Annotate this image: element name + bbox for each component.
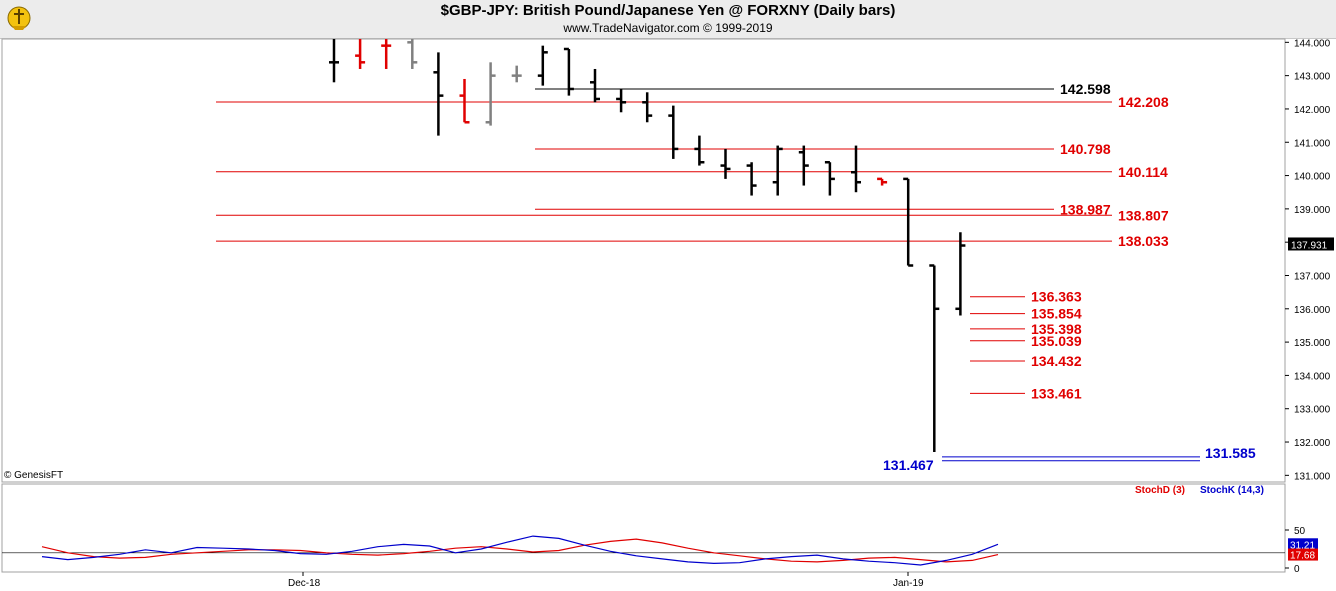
- y-tick-label: 142.000: [1294, 105, 1331, 116]
- ohlc-bar: [851, 145, 861, 193]
- level-label: 135.854: [1031, 306, 1082, 322]
- ohlc-bar: [642, 92, 653, 123]
- date-x-axis: Dec-18 Jan-19: [2, 571, 1285, 589]
- ohlc-bar: [955, 232, 966, 316]
- y-tick-label: 139.000: [1294, 205, 1331, 216]
- ohlc-bar: [329, 39, 339, 83]
- last-price-label: 137.931: [1291, 240, 1328, 251]
- y-tick-label: 133.000: [1294, 405, 1331, 416]
- level-label: 140.798: [1060, 141, 1111, 157]
- price-y-axis: 144.000 143.000 142.000 141.000 140.000 139.0…: [1285, 38, 1334, 482]
- stochastic-panel[interactable]: [1, 483, 1286, 573]
- ohlc-bar: [590, 68, 600, 103]
- chart-title: $GBP-JPY: British Pound/Japanese Yen @ F…: [440, 2, 896, 19]
- last-value-label: 31.21: [1290, 540, 1315, 551]
- support-label: 131.585: [1205, 445, 1256, 461]
- x-tick-label: Dec-18: [288, 578, 321, 589]
- level-label: 142.208: [1118, 94, 1169, 110]
- level-label: 142.598: [1060, 81, 1111, 97]
- y-tick-label: 135.000: [1294, 338, 1331, 349]
- stochastic-plot-area: [1, 483, 1286, 573]
- ohlc-bar: [485, 62, 496, 126]
- y-tick-label: 137.000: [1294, 271, 1331, 282]
- level-label: 133.461: [1031, 385, 1082, 401]
- level-label: 134.432: [1031, 353, 1082, 369]
- y-tick-label: 134.000: [1294, 371, 1331, 382]
- price-plot-area: [1, 38, 1286, 483]
- ohlc-bar: [877, 177, 888, 186]
- ohlc-bar: [563, 47, 574, 96]
- ohlc-bar: [929, 264, 940, 453]
- trade-navigator-logo-icon: [4, 4, 34, 34]
- y-tick-label: 144.000: [1294, 38, 1331, 49]
- ohlc-bar: [537, 45, 548, 86]
- level-label: 136.363: [1031, 289, 1082, 305]
- ohlc-bar: [720, 148, 731, 179]
- price-panel[interactable]: [1, 38, 1286, 483]
- ohlc-bar: [746, 162, 757, 196]
- ohlc-bar: [433, 52, 444, 136]
- level-label: 135.039: [1031, 333, 1082, 349]
- chart-subtitle: www.TradeNavigator.com © 1999-2019: [563, 21, 773, 35]
- last-price-box: [1288, 237, 1334, 251]
- y-tick-label: 50: [1294, 526, 1306, 537]
- copyright-label: © GenesisFT: [4, 470, 63, 481]
- ohlc-bar: [824, 160, 835, 196]
- ohlc-bar: [616, 88, 627, 113]
- x-tick-label: Jan-19: [893, 578, 924, 589]
- ohlc-bar: [798, 145, 809, 186]
- level-label: 140.114: [1118, 164, 1168, 180]
- level-label: 138.033: [1118, 233, 1169, 249]
- y-tick-label: 132.000: [1294, 438, 1331, 449]
- level-label: 138.807: [1118, 207, 1169, 223]
- ohlc-bar: [459, 78, 470, 124]
- y-tick-label: 131.000: [1294, 471, 1331, 482]
- ohlc-bar: [407, 39, 418, 69]
- y-tick-label: 141.000: [1294, 138, 1331, 149]
- level-label: 135.398: [1031, 321, 1082, 337]
- ohlc-bar: [511, 65, 522, 83]
- y-tick-label: 136.000: [1294, 305, 1331, 316]
- y-tick-label: 140.000: [1294, 172, 1331, 183]
- price-bars: [329, 39, 966, 453]
- legend-entry: StochK (14,3): [1200, 485, 1264, 496]
- last-value-box: [1288, 548, 1318, 561]
- y-tick-label: 0: [1294, 564, 1300, 575]
- ohlc-bar: [668, 105, 679, 159]
- last-value-label: 17.68: [1290, 551, 1315, 562]
- y-tick-label: 143.000: [1294, 72, 1331, 83]
- legend-entry: StochD (3): [1135, 485, 1185, 496]
- level-label: 138.987: [1060, 201, 1111, 217]
- ohlc-bar: [903, 177, 914, 267]
- ohlc-bar: [772, 145, 783, 196]
- title-bar: $GBP-JPY: British Pound/Japanese Yen @ F…: [0, 0, 1336, 39]
- ohlc-bar: [381, 39, 392, 69]
- support-label: 131.467: [883, 457, 934, 473]
- stochastic-series-line: [41, 535, 999, 566]
- ohlc-bar: [694, 135, 705, 166]
- last-value-box: [1288, 538, 1318, 551]
- stochastic-lines: StochD (3) StochK (14,3): [2, 485, 1285, 566]
- stochastic-series-line: [41, 538, 999, 563]
- ohlc-bar: [355, 39, 366, 69]
